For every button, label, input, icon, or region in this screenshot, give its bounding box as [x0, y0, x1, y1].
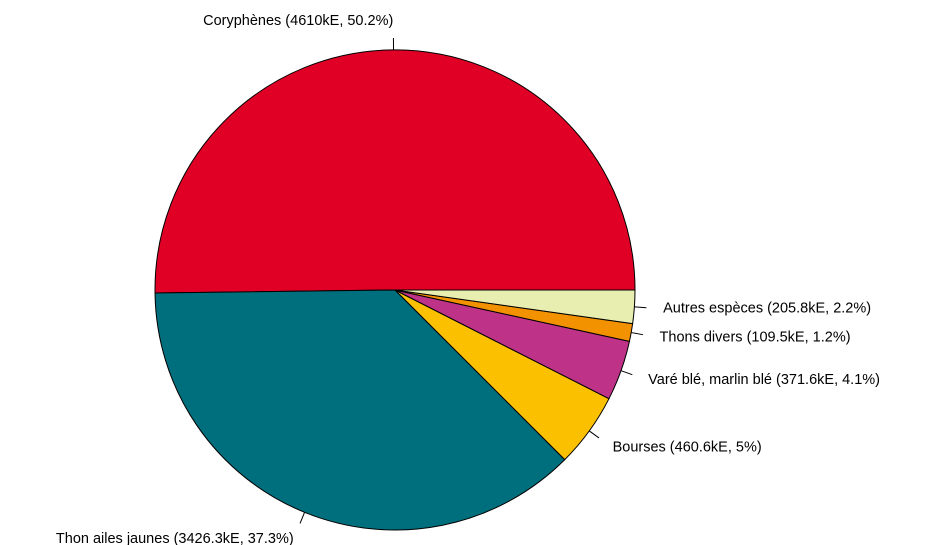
pie-slices — [154, 49, 636, 531]
pie-slice-coryphenes — [154, 49, 636, 294]
leader-line-thons-divers — [631, 332, 644, 336]
pie-slice-thon-ailes-jaunes — [154, 289, 566, 531]
slice-label-thon-ailes-jaunes: Thon ailes jaunes (3426.3kE, 37.3%) — [56, 531, 294, 545]
slice-label-autres-especes: Autres espèces (205.8kE, 2.2%) — [663, 301, 871, 317]
leader-line-thon-ailes-jaunes — [299, 512, 306, 524]
slice-label-bourses: Bourses (460.6kE, 5%) — [613, 440, 762, 456]
slice-labels: Coryphènes (4610kE, 50.2%) Thon ailes jau… — [56, 13, 880, 545]
leader-line-autres-especes — [634, 306, 647, 309]
slice-label-vare-ble-marlin-ble: Varé blé, marlin blé (371.6kE, 4.1%) — [648, 372, 880, 388]
slice-label-thons-divers: Thons divers (109.5kE, 1.2%) — [660, 329, 851, 345]
leader-lines — [299, 37, 647, 524]
pie-slice-autres-especes — [394, 289, 636, 325]
slice-label-coryphenes: Coryphènes (4610kE, 50.2%) — [203, 13, 393, 29]
leader-line-vare-ble-marlin-ble — [620, 370, 633, 376]
leader-line-bourses — [588, 430, 600, 439]
